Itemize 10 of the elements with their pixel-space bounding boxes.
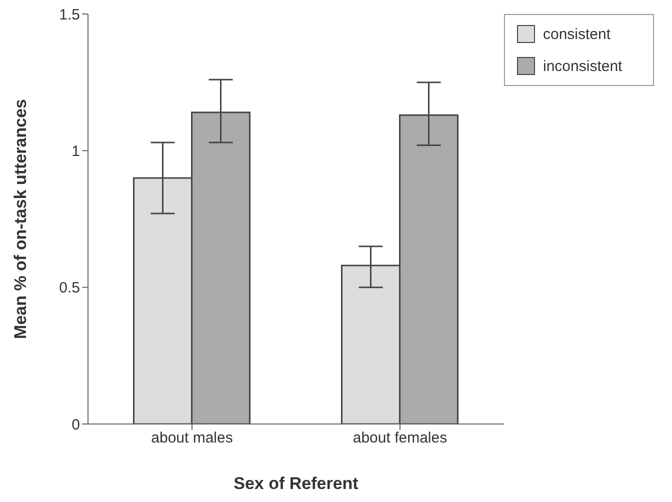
legend-label: inconsistent — [542, 57, 624, 75]
y-axis-title: Mean % of on-task utterances — [11, 99, 30, 339]
x-tick-label: about females — [352, 430, 448, 447]
x-axis-title: Sex of Referent — [234, 474, 359, 493]
y-tick-label: 1 — [72, 142, 80, 160]
legend-label: consistent — [542, 25, 612, 43]
y-tick-label: 0 — [72, 416, 80, 434]
x-tick-label: about males — [151, 430, 233, 447]
y-tick-label: 1.5 — [59, 6, 80, 24]
y-tick-label: 0.5 — [59, 280, 80, 297]
